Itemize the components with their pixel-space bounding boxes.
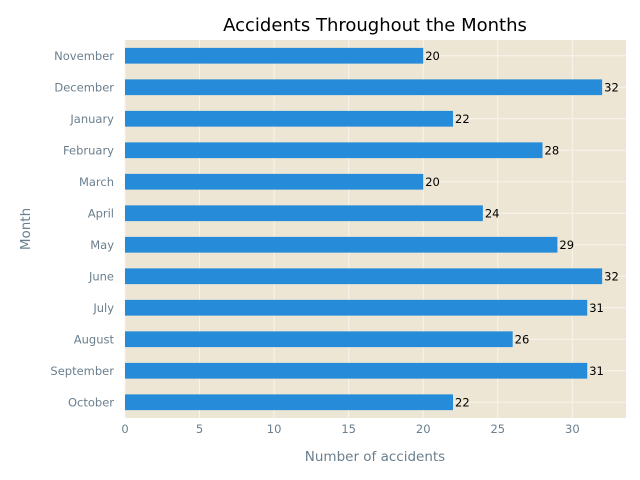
x-tick-label: 30 [565,422,580,436]
x-tick-labels: 0 5 10 15 20 25 30 [121,422,579,436]
bar [125,142,543,159]
y-axis-label: Month [18,208,34,250]
data-label: 28 [545,143,560,157]
x-tick-label: 10 [267,422,282,436]
data-labels: 20 32 22 28 20 24 29 32 31 26 31 22 [425,49,619,410]
bar [125,110,454,127]
bar [125,362,588,379]
bars [125,47,603,411]
bar [125,173,424,190]
data-label: 24 [485,206,500,220]
bar [125,268,603,285]
y-tick-label: May [90,238,114,252]
y-tick-labels: November December January February March Apri… [50,49,114,410]
bar [125,47,424,64]
x-tick-label: 25 [490,422,505,436]
data-label: 32 [604,80,619,94]
bar [125,205,483,222]
y-tick-label: November [54,49,114,63]
x-tick-label: 0 [121,422,128,436]
y-tick-label: August [74,332,115,346]
y-tick-label: September [50,364,114,378]
y-tick-label: March [79,175,114,189]
x-tick-label: 15 [341,422,356,436]
bar [125,299,588,316]
data-label: 26 [515,332,530,346]
data-label: 29 [559,238,574,252]
y-tick-label: July [92,301,114,315]
bar [125,331,513,348]
y-tick-label: February [63,143,114,157]
data-label: 22 [455,395,470,409]
bar [125,236,558,253]
data-label: 20 [425,175,440,189]
x-tick-label: 5 [196,422,203,436]
y-tick-label: June [88,269,114,283]
data-label: 31 [589,301,604,315]
y-tick-label: January [69,112,114,126]
y-tick-label: April [88,206,114,220]
x-axis-label: Number of accidents [305,449,445,465]
plot-background [125,40,626,418]
y-tick-label: October [68,395,114,409]
data-label: 22 [455,112,470,126]
data-label: 31 [589,364,604,378]
data-label: 32 [604,269,619,283]
x-tick-label: 20 [416,422,431,436]
bar [125,394,454,411]
y-tick-label: December [54,80,114,94]
data-label: 20 [425,49,440,63]
bar [125,79,603,96]
chart-title: Accidents Throughout the Months [223,15,527,36]
